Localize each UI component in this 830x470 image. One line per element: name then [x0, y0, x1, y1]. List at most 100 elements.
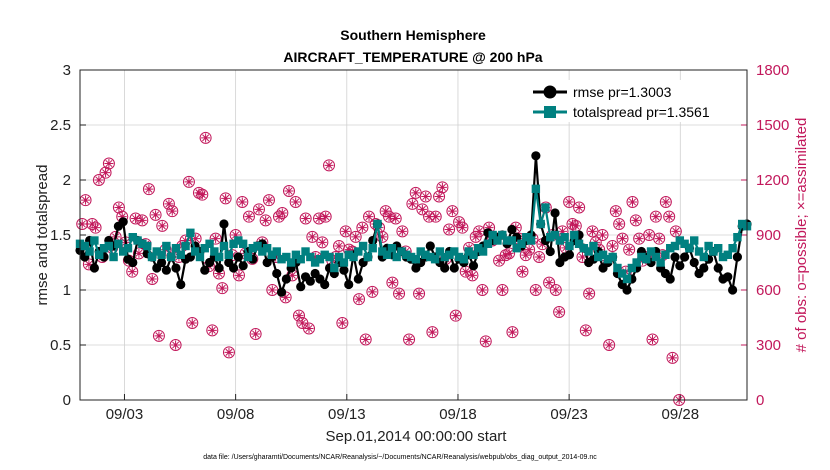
obs-assimilated-marker: [447, 206, 457, 216]
obs-possible-marker: [529, 284, 542, 296]
obs-possible-marker: [623, 243, 636, 256]
totalspread-point: [464, 247, 473, 256]
obs-possible-marker: [583, 287, 596, 300]
obs-possible-marker: [259, 214, 272, 227]
obs-possible-marker: [303, 322, 316, 335]
obs-assimilated-marker: [294, 311, 304, 321]
totalspread-point: [118, 247, 128, 256]
obs-assimilated-marker: [624, 245, 634, 255]
obs-point: [186, 317, 199, 329]
obs-possible-marker: [166, 205, 179, 218]
obs-assimilated-marker: [314, 214, 324, 223]
obs-assimilated-marker: [581, 325, 591, 335]
obs-assimilated-marker: [648, 335, 658, 344]
obs-assimilated-marker: [411, 188, 421, 198]
totalspread-point: [670, 241, 680, 251]
totalspread-point: [738, 219, 747, 229]
obs-possible-marker: [222, 346, 235, 359]
obs-assimilated-marker: [668, 353, 678, 363]
rmse-point: [219, 219, 229, 229]
obs-possible-marker: [446, 205, 459, 218]
obs-assimilated-marker: [644, 230, 654, 240]
obs-possible-marker: [506, 326, 519, 339]
obs-point: [436, 181, 449, 194]
obs-possible-marker: [339, 225, 352, 238]
totalspread-point: [579, 244, 589, 253]
obs-possible-marker: [456, 221, 469, 234]
rmse-point: [214, 263, 224, 273]
legend-rmse-label: rmse pr=1.3003: [573, 84, 672, 100]
legend-rmse-marker: [543, 85, 557, 99]
totalspread-point: [157, 250, 166, 259]
totalspread-point: [368, 244, 377, 253]
totalspread-point: [243, 252, 253, 262]
totalspread-point: [282, 252, 291, 262]
obs-point: [323, 159, 336, 172]
obs-point: [386, 276, 399, 289]
obs-possible-marker: [92, 174, 105, 186]
totalspread-point: [622, 274, 632, 284]
obs-assimilated-marker: [587, 226, 597, 236]
obs-assimilated-marker: [394, 289, 404, 299]
rmse-point: [699, 263, 709, 273]
obs-assimilated-marker: [584, 289, 594, 299]
totalspread-point: [574, 239, 584, 248]
obs-assimilated-marker: [224, 347, 234, 357]
obs-point: [506, 326, 519, 339]
obs-point: [396, 225, 409, 238]
obs-assimilated-marker: [264, 195, 274, 205]
obs-possible-marker: [366, 285, 379, 298]
obs-possible-marker: [416, 203, 429, 216]
obs-assimilated-marker: [234, 270, 244, 280]
obs-possible-marker: [282, 185, 295, 197]
rmse-point: [176, 279, 186, 290]
obs-point: [303, 322, 316, 335]
totalspread-point: [474, 244, 483, 253]
totalspread-point: [421, 250, 430, 259]
obs-assimilated-marker: [671, 226, 681, 236]
rmse-point: [272, 268, 282, 279]
obs-point: [129, 212, 142, 225]
x-tick-label: 09/13: [328, 406, 366, 423]
totalspread-point: [397, 247, 406, 256]
totalspread-point: [517, 239, 526, 248]
obs-assimilated-marker: [77, 219, 87, 229]
obs-possible-marker: [436, 181, 449, 194]
obs-assimilated-marker: [164, 199, 174, 209]
obs-point: [353, 293, 366, 306]
obs-possible-marker: [449, 309, 462, 322]
obs-point: [393, 287, 406, 300]
legend: rmse pr=1.3003 totalspread pr=1.3561: [527, 80, 742, 122]
obs-assimilated-marker: [654, 234, 664, 244]
obs-assimilated-marker: [357, 223, 367, 233]
obs-point: [573, 201, 586, 214]
obs-point: [89, 221, 102, 234]
rmse-point: [728, 285, 738, 295]
obs-point: [363, 210, 376, 223]
obs-point: [289, 196, 302, 208]
totalspread-point: [382, 250, 392, 259]
obs-assimilated-marker: [377, 232, 387, 242]
rmse-point: [89, 263, 99, 273]
totalspread-point: [411, 255, 421, 264]
obs-assimilated-marker: [474, 226, 484, 236]
obs-assimilated-marker: [544, 278, 554, 288]
y-right-tick-label: 600: [756, 282, 781, 299]
obs-possible-marker: [336, 317, 349, 329]
obs-point: [336, 317, 349, 329]
obs-point: [596, 229, 609, 241]
obs-assimilated-marker: [194, 188, 204, 198]
totalspread-point: [195, 252, 205, 262]
obs-point: [466, 269, 479, 282]
rmse-point: [440, 263, 450, 273]
obs-point: [126, 265, 139, 278]
obs-assimilated-marker: [311, 252, 321, 262]
obs-assimilated-marker: [634, 234, 644, 244]
rmse-point: [531, 151, 541, 161]
totalspread-series: [75, 184, 752, 284]
obs-markers: [76, 131, 686, 406]
rmse-point: [238, 261, 248, 271]
totalspread-point: [214, 252, 224, 262]
obs-assimilated-marker: [504, 248, 514, 258]
obs-assimilated-marker: [211, 234, 221, 244]
